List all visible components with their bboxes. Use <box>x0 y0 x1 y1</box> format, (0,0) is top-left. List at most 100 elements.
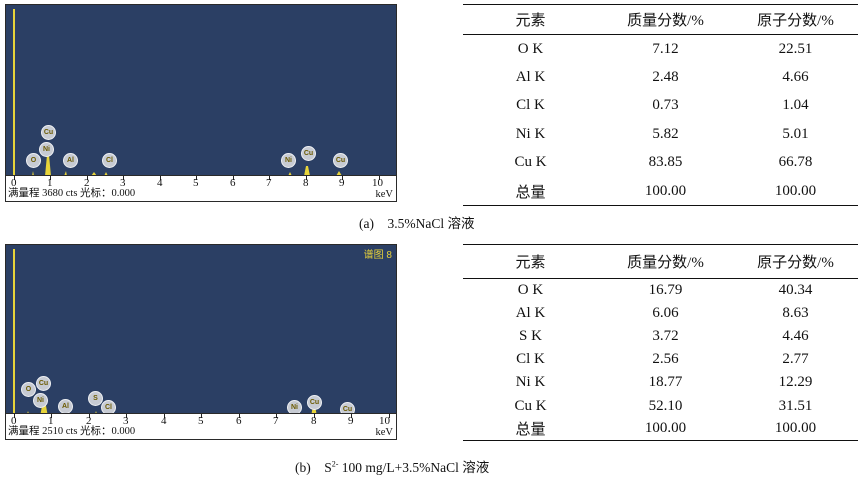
cell: S K <box>519 327 542 344</box>
table-row: Cl K 2.56 2.77 <box>463 348 858 371</box>
peak-label: Cu <box>307 395 322 410</box>
spectrum-plot-area: 谱图 8 O Cu Ni Al S Cl Ni Cu Cu <box>6 245 396 417</box>
peak-label: Cu <box>41 125 56 140</box>
cell: O K <box>517 40 544 57</box>
table-row: O K 7.12 22.51 <box>463 35 858 64</box>
tick-label: 4 <box>157 177 163 189</box>
cell: 83.85 <box>648 154 683 171</box>
tick-label: 5 <box>198 415 204 427</box>
caption-superscript: 2- <box>331 459 339 469</box>
cell: 2.77 <box>782 351 809 368</box>
table-header-row: 元素 质量分数/% 原子分数/% <box>463 4 858 35</box>
peak-label: O <box>26 153 41 168</box>
cell: 6.06 <box>652 304 679 321</box>
full-scale-info: 满量程 3680 cts 光标：0.000 <box>8 188 136 199</box>
tick-label: 9 <box>339 177 345 189</box>
table-row: Ni K 18.77 12.29 <box>463 371 858 394</box>
spectrum-tag: 谱图 8 <box>363 250 392 261</box>
cell: Ni K <box>515 125 546 142</box>
cell: Cu K <box>514 397 547 414</box>
axis-unit: keV <box>375 427 394 438</box>
spectrum-trace-b <box>13 249 349 417</box>
cell: Cl K <box>516 351 545 368</box>
cell: 12.29 <box>778 374 813 391</box>
cell: 2.48 <box>652 68 679 85</box>
table-row: Cu K 83.85 66.78 <box>463 149 858 178</box>
cell: 总量 <box>515 184 546 201</box>
column-header: 原子分数/% <box>757 13 834 29</box>
table-row: S K 3.72 4.46 <box>463 325 858 348</box>
tick-label: 8 <box>311 415 317 427</box>
cell: Al K <box>515 304 546 321</box>
tick-label: 1 <box>47 177 53 189</box>
tick-label: 3 <box>120 177 126 189</box>
tick-label: 1 <box>48 415 54 427</box>
cell: 100.00 <box>774 182 817 199</box>
cell: Ni K <box>515 374 546 391</box>
energy-axis: 0 1 2 3 4 5 6 7 8 9 10 满量程 2510 cts 光标：0… <box>6 413 396 439</box>
peak-label: O <box>21 382 36 397</box>
cell: 40.34 <box>778 281 813 298</box>
cell: 4.66 <box>782 68 809 85</box>
cell: Al K <box>515 68 546 85</box>
composition-table-b: 元素 质量分数/% 原子分数/% O K 16.79 40.34 Al K 6.06 8… <box>463 244 858 441</box>
eds-spectrum-b: 谱图 8 O Cu Ni Al S Cl Ni Cu Cu 0 1 2 3 4 … <box>5 244 397 440</box>
tick-label: 7 <box>273 415 279 427</box>
tick-label: 2 <box>84 177 90 189</box>
table-header-row: 元素 质量分数/% 原子分数/% <box>463 244 858 279</box>
spectrum-trace-a <box>13 9 342 176</box>
peak-label: Ni <box>281 153 296 168</box>
table-row: Al K 2.48 4.66 <box>463 63 858 92</box>
table-row: Cl K 0.73 1.04 <box>463 92 858 121</box>
cell: 4.46 <box>782 327 809 344</box>
tick-label: 5 <box>193 177 199 189</box>
cell: 7.12 <box>652 40 679 57</box>
caption-a: (a) 3.5%NaCl 溶液 <box>359 216 475 231</box>
cell: O K <box>517 281 544 298</box>
full-scale-info: 满量程 2510 cts 光标：0.000 <box>8 426 136 437</box>
peak-label: Ni <box>39 142 54 157</box>
cell: 66.78 <box>778 154 813 171</box>
table-row: O K 16.79 40.34 <box>463 279 858 302</box>
cell: 5.01 <box>782 125 809 142</box>
tick-label: 10 <box>379 415 390 427</box>
peak-label: Cu <box>36 376 51 391</box>
column-header: 原子分数/% <box>757 255 834 271</box>
caption-prefix: (b) S <box>295 460 332 475</box>
peak-label: Ni <box>33 393 48 408</box>
peak-label: Al <box>58 399 73 414</box>
tick-label: 0 <box>11 177 17 189</box>
cell: 3.72 <box>652 327 679 344</box>
table-row: Cu K 52.10 31.51 <box>463 394 858 417</box>
panel-a: O Cu Ni Al Cl Ni Cu Cu 0 1 2 3 4 5 6 7 8… <box>5 4 858 231</box>
peak-label: Cu <box>301 146 316 161</box>
cell: 1.04 <box>782 97 809 114</box>
cell: 16.79 <box>648 281 683 298</box>
cell: 52.10 <box>648 397 683 414</box>
tick-label: 6 <box>236 415 242 427</box>
table-row: Al K 6.06 8.63 <box>463 302 858 325</box>
column-header: 元素 <box>515 255 546 271</box>
peak-label: Cu <box>333 153 348 168</box>
cell: 2.56 <box>652 351 679 368</box>
composition-table-a: 元素 质量分数/% 原子分数/% O K 7.12 22.51 Al K 2.48 4.… <box>463 4 858 206</box>
cell: 18.77 <box>648 374 683 391</box>
tick-label: 4 <box>161 415 167 427</box>
tick-label: 7 <box>266 177 272 189</box>
peak-label: Al <box>63 153 78 168</box>
cell: Cl K <box>516 97 545 114</box>
cell: 总量 <box>515 422 546 439</box>
tick-label: 8 <box>303 177 309 189</box>
caption-b: (b) S2- 100 mg/L+3.5%NaCl 溶液 <box>295 456 489 476</box>
tick-label: 6 <box>230 177 236 189</box>
tick-label: 2 <box>86 415 92 427</box>
column-header: 元素 <box>515 13 546 29</box>
cell: 8.63 <box>782 304 809 321</box>
axis-unit: keV <box>375 189 394 200</box>
eds-spectrum-a: O Cu Ni Al Cl Ni Cu Cu 0 1 2 3 4 5 6 7 8… <box>5 4 397 202</box>
tick-label: 9 <box>348 415 354 427</box>
cell: 5.82 <box>652 125 679 142</box>
cell: 100.00 <box>644 420 687 437</box>
tick-label: 10 <box>372 177 383 189</box>
table-total-row: 总量 100.00 100.00 <box>463 418 858 441</box>
